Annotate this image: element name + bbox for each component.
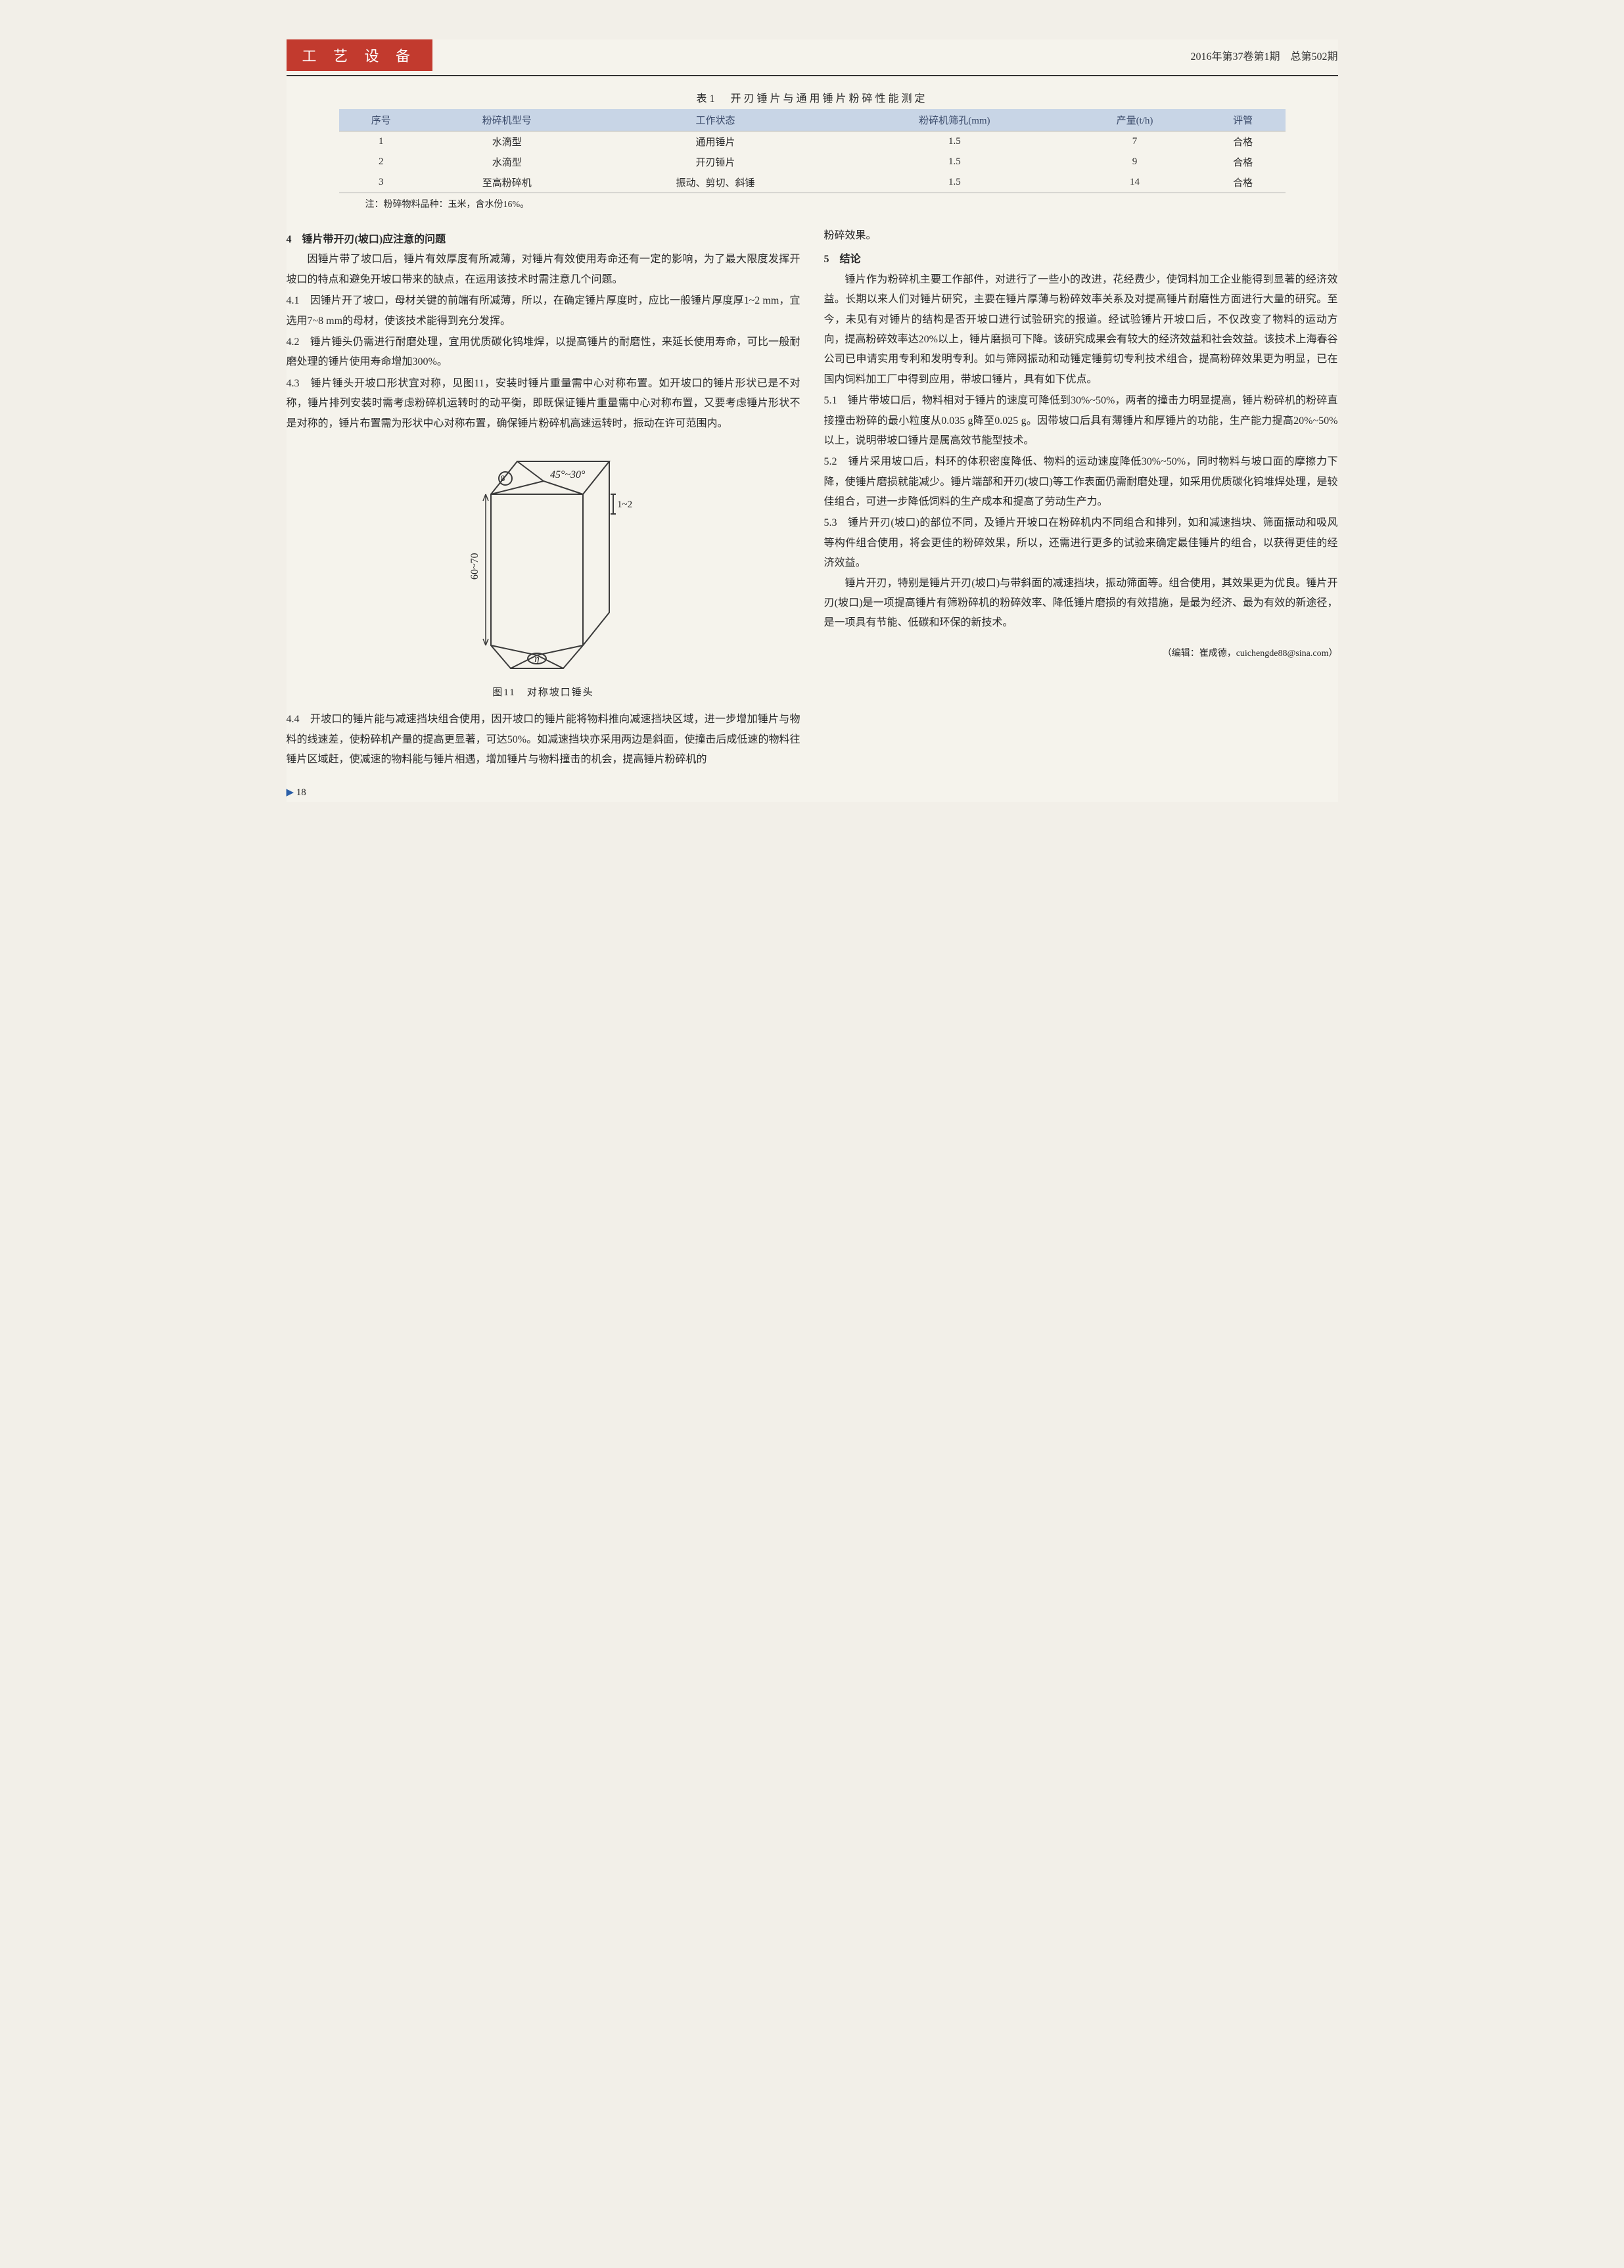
fig-angle-label: 45°~30° (550, 469, 586, 480)
table-header-row: 序号 粉碎机型号 工作状态 粉碎机筛孔(mm) 产量(t/h) 评管 (339, 109, 1286, 131)
cell: 至高粉碎机 (423, 172, 590, 193)
cell: 1.5 (841, 131, 1069, 152)
cell: 7 (1069, 131, 1201, 152)
fig-hole-bottom-label: η (534, 654, 539, 664)
th-screen: 粉碎机筛孔(mm) (841, 109, 1069, 131)
page-number: ▶ 18 (287, 783, 800, 802)
section-5-title: 5 结论 (824, 250, 1338, 269)
cell: 1.5 (841, 172, 1069, 193)
cell: 开刃锤片 (590, 152, 840, 172)
section-4-4: 4.4 开坡口的锤片能与减速挡块组合使用，因开坡口的锤片能将物料推向减速挡块区域… (287, 710, 800, 770)
right-column: 粉碎效果。 5 结论 锤片作为粉碎机主要工作部件，对进行了一些小的改进，花经费少… (824, 226, 1338, 802)
section-4-intro: 因锤片带了坡口后，锤片有效厚度有所减薄，对锤片有效使用寿命还有一定的影响，为了最… (287, 250, 800, 290)
th-index: 序号 (339, 109, 424, 131)
figure-11-caption: 图11 对称坡口锤头 (287, 683, 800, 703)
figure-11: 45°~30° 1~2 60~70 8 η 图11 对称坡口锤头 (287, 442, 800, 703)
cell: 3 (339, 172, 424, 193)
section-5-intro: 锤片作为粉碎机主要工作部件，对进行了一些小的改进，花经费少，使饲料加工企业能得到… (824, 270, 1338, 390)
table-title: 表1 开刃锤片与通用锤片粉碎性能测定 (287, 89, 1338, 105)
page-number-value: 18 (296, 787, 306, 798)
cell: 2 (339, 152, 424, 172)
fig-hole-top-label: 8 (500, 473, 505, 483)
triangle-icon: ▶ (287, 787, 294, 798)
th-eval: 评管 (1201, 109, 1286, 131)
th-state: 工作状态 (590, 109, 840, 131)
section-tab: 工 艺 设 备 (287, 39, 433, 71)
th-output: 产量(t/h) (1069, 109, 1201, 131)
cell: 合格 (1201, 131, 1286, 152)
cell: 1 (339, 131, 424, 152)
table-note: 注：粉碎物料品种：玉米，含水份16%。 (339, 197, 1286, 210)
cell: 振动、剪切、斜锤 (590, 172, 840, 193)
left-column: 4 锤片带开刃(坡口)应注意的问题 因锤片带了坡口后，锤片有效厚度有所减薄，对锤… (287, 226, 800, 802)
cell: 1.5 (841, 152, 1069, 172)
cell: 合格 (1201, 152, 1286, 172)
section-5-1: 5.1 锤片带坡口后，物料相对于锤片的速度可降低到30%~50%，两者的撞击力明… (824, 391, 1338, 451)
table-row: 2 水滴型 开刃锤片 1.5 9 合格 (339, 152, 1286, 172)
section-5-3: 5.3 锤片开刃(坡口)的部位不同，及锤片开坡口在粉碎机内不同组合和排列，如和减… (824, 513, 1338, 573)
fig-height-label: 60~70 (469, 553, 480, 580)
page-header: 工 艺 设 备 2016年第37卷第1期 总第502期 (287, 39, 1338, 76)
fig-thickness-label: 1~2 (617, 499, 632, 510)
th-model: 粉碎机型号 (423, 109, 590, 131)
cell: 合格 (1201, 172, 1286, 193)
performance-table: 序号 粉碎机型号 工作状态 粉碎机筛孔(mm) 产量(t/h) 评管 1 水滴型… (339, 109, 1286, 193)
section-4-1: 4.1 因锤片开了坡口，母材关键的前端有所减薄，所以，在确定锤片厚度时，应比一般… (287, 291, 800, 331)
continued-text: 粉碎效果。 (824, 226, 1338, 246)
section-4-title: 4 锤片带开刃(坡口)应注意的问题 (287, 230, 800, 250)
issue-info: 2016年第37卷第1期 总第502期 (1190, 47, 1337, 63)
table-row: 3 至高粉碎机 振动、剪切、斜锤 1.5 14 合格 (339, 172, 1286, 193)
table-row: 1 水滴型 通用锤片 1.5 7 合格 (339, 131, 1286, 152)
cell: 水滴型 (423, 152, 590, 172)
section-4-3: 4.3 锤片锤头开坡口形状宜对称，见图11，安装时锤片重量需中心对称布置。如开坡… (287, 374, 800, 434)
cell: 9 (1069, 152, 1201, 172)
hammer-diagram-icon: 45°~30° 1~2 60~70 8 η (445, 442, 642, 678)
cell: 通用锤片 (590, 131, 840, 152)
section-5-closing: 锤片开刃，特别是锤片开刃(坡口)与带斜面的减速挡块，振动筛面等。组合使用，其效果… (824, 574, 1338, 634)
section-5-2: 5.2 锤片采用坡口后，料环的体积密度降低、物料的运动速度降低30%~50%，同… (824, 452, 1338, 512)
section-4-2: 4.2 锤片锤头仍需进行耐磨处理，宜用优质碳化钨堆焊，以提高锤片的耐磨性，来延长… (287, 333, 800, 373)
cell: 水滴型 (423, 131, 590, 152)
editor-credit: （编辑：崔成德，cuichengde88@sina.com） (824, 645, 1338, 663)
cell: 14 (1069, 172, 1201, 193)
